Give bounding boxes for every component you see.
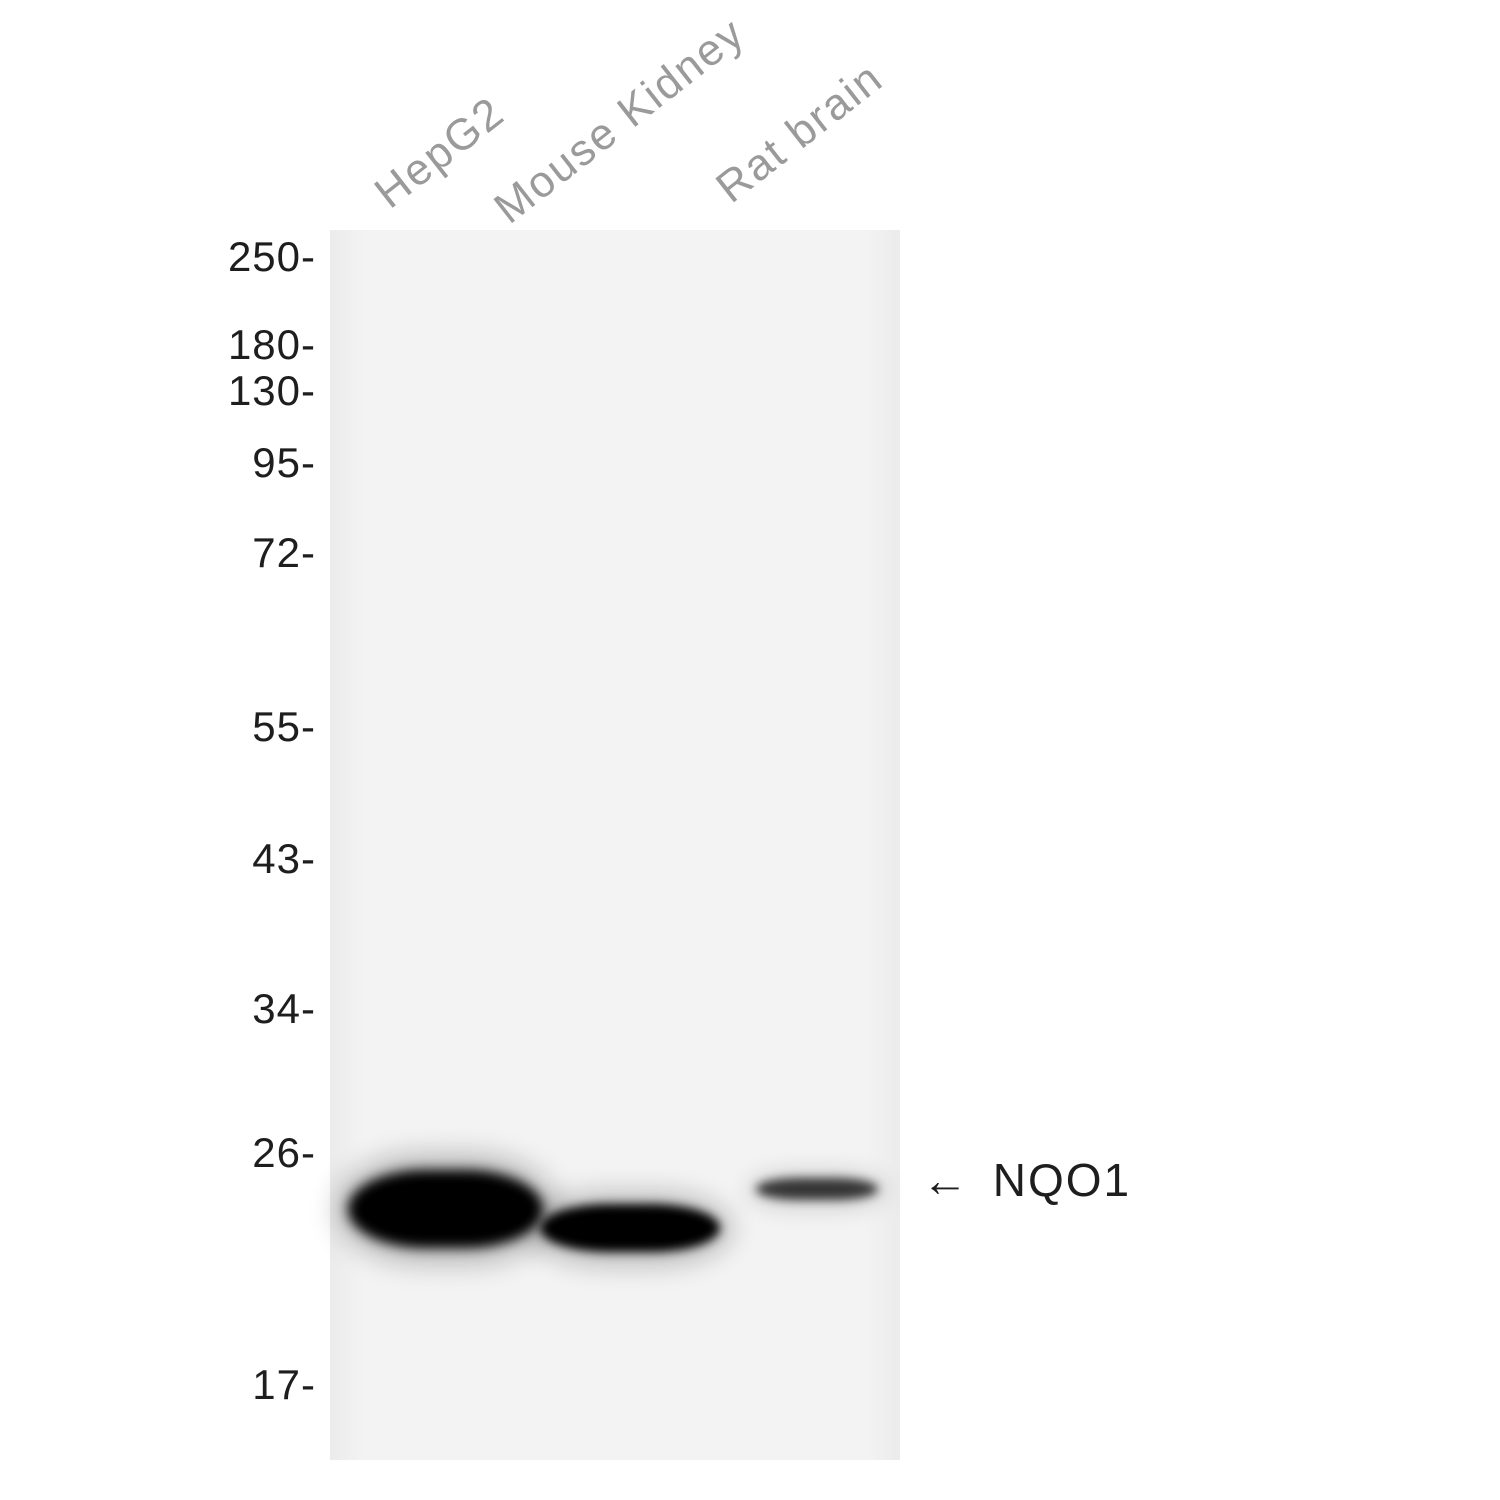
hepg2-band-halo xyxy=(336,1155,556,1263)
mw-marker-250: 250- xyxy=(0,233,316,281)
mw-marker-55: 55- xyxy=(0,703,316,751)
mw-marker-17: 17- xyxy=(0,1361,316,1409)
mw-marker-95: 95- xyxy=(0,439,316,487)
target-label: ← NQO1 xyxy=(922,1153,1131,1207)
target-arrow-icon: ← xyxy=(922,1154,970,1206)
target-name: NQO1 xyxy=(993,1154,1131,1206)
mw-marker-180: 180- xyxy=(0,321,316,369)
mouse-kidney-band-halo xyxy=(528,1192,733,1266)
mw-marker-26: 26- xyxy=(0,1129,316,1177)
blot-membrane xyxy=(330,230,900,1460)
mw-marker-34: 34- xyxy=(0,985,316,1033)
blot-canvas: { "canvas": { "width": 1500, "height": 1… xyxy=(0,0,1500,1500)
mw-marker-43: 43- xyxy=(0,835,316,883)
mw-marker-130: 130- xyxy=(0,367,316,415)
mw-marker-72: 72- xyxy=(0,529,316,577)
rat-brain-band-halo xyxy=(746,1170,888,1210)
